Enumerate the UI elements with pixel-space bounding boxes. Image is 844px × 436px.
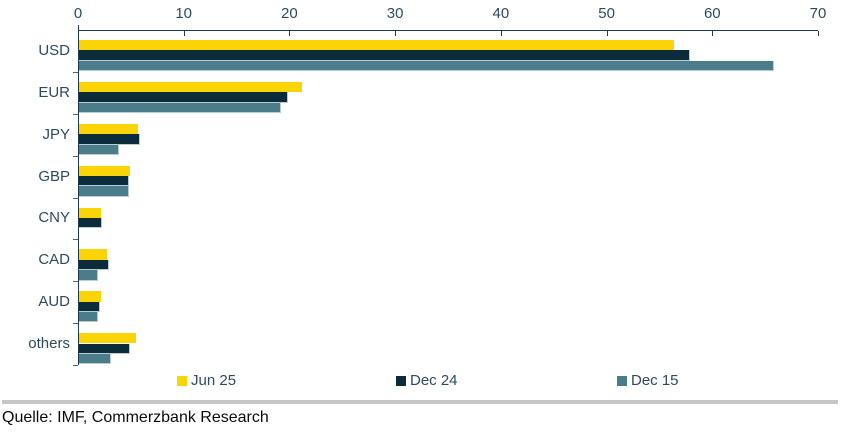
legend-item: Jun 25 (177, 373, 236, 389)
legend-label: Dec 15 (631, 372, 679, 389)
x-axis-line (78, 30, 818, 31)
x-axis-tick-label: 10 (175, 5, 193, 22)
bar-dec15-JPY (79, 144, 120, 155)
chart-legend: Jun 25 Dec 24 Dec 15 (0, 371, 844, 389)
x-axis-tick (289, 31, 291, 36)
x-axis-tick-label: 70 (809, 5, 827, 22)
category-label: USD (38, 41, 70, 59)
x-axis-tick-label: 0 (73, 5, 83, 22)
y-axis-tick (73, 113, 78, 115)
bar-dec24-others (79, 343, 130, 354)
x-axis-tick (395, 31, 397, 36)
bar-dec15-USD (79, 60, 774, 72)
category-label: JPY (42, 125, 70, 143)
bar-dec24-CAD (79, 259, 109, 271)
x-axis-tick (78, 31, 79, 36)
bar-dec15-EUR (79, 102, 281, 114)
bar-jun25-JPY (79, 123, 139, 135)
legend-item: Dec 24 (396, 373, 458, 389)
y-axis-tick (73, 365, 78, 366)
y-axis-tick (73, 155, 78, 157)
source-divider (2, 400, 838, 404)
bar-dec15-CAD (79, 270, 98, 281)
bar-jun25-CNY (79, 207, 102, 218)
bar-dec24-GBP (79, 176, 129, 187)
x-axis-tick (712, 31, 714, 36)
bar-jun25-USD (79, 40, 675, 51)
x-axis-tick (183, 31, 185, 36)
bar-jun25-GBP (79, 165, 130, 176)
bar-dec24-AUD (79, 301, 101, 312)
legend-label: Jun 25 (191, 372, 237, 389)
y-axis-line (78, 25, 79, 365)
x-axis-tick-label: 20 (281, 5, 298, 22)
legend-label: Dec 24 (410, 372, 458, 389)
bar-dec15-others (79, 353, 111, 365)
bar-dec24-USD (79, 50, 690, 61)
bar-dec24-EUR (79, 92, 289, 103)
bar-dec24-CNY (79, 217, 103, 229)
y-axis-tick (73, 71, 78, 73)
category-label: GBP (38, 167, 70, 185)
legend-item: Dec 15 (617, 373, 679, 389)
bar-dec15-GBP (79, 186, 129, 197)
bar-jun25-AUD (79, 291, 102, 302)
y-axis-tick (73, 281, 78, 283)
category-label: AUD (38, 293, 70, 311)
bar-jun25-EUR (79, 81, 303, 93)
bar-dec15-AUD (79, 312, 98, 323)
x-axis-tick-label: 60 (703, 5, 721, 22)
x-axis-tick-label: 30 (386, 5, 404, 22)
bar-chart-plot-area: 0 10 20 30 40 50 60 70 USD EUR JPY GBP CNY CAD AUD othe… (28, 5, 827, 366)
x-axis-tick-label: 50 (598, 5, 615, 22)
category-label: CAD (38, 251, 70, 269)
y-axis-tick (73, 323, 78, 325)
x-axis-tick (500, 31, 502, 36)
y-axis-tick (73, 197, 78, 199)
x-axis-tick (606, 31, 608, 36)
legend-swatch-icon (396, 376, 406, 386)
x-axis-tick-label: 40 (492, 5, 510, 22)
category-label: EUR (38, 83, 70, 101)
legend-swatch-icon (617, 376, 627, 386)
bar-jun25-others (79, 333, 137, 344)
y-axis-tick (73, 239, 78, 241)
legend-swatch-icon (177, 376, 187, 386)
category-label: CNY (38, 209, 70, 227)
source-text: Quelle: IMF, Commerzbank Research (2, 409, 269, 426)
bar-jun25-CAD (79, 249, 107, 260)
category-label: others (28, 335, 70, 353)
x-axis-tick (818, 31, 819, 36)
bar-dec24-JPY (79, 134, 141, 145)
